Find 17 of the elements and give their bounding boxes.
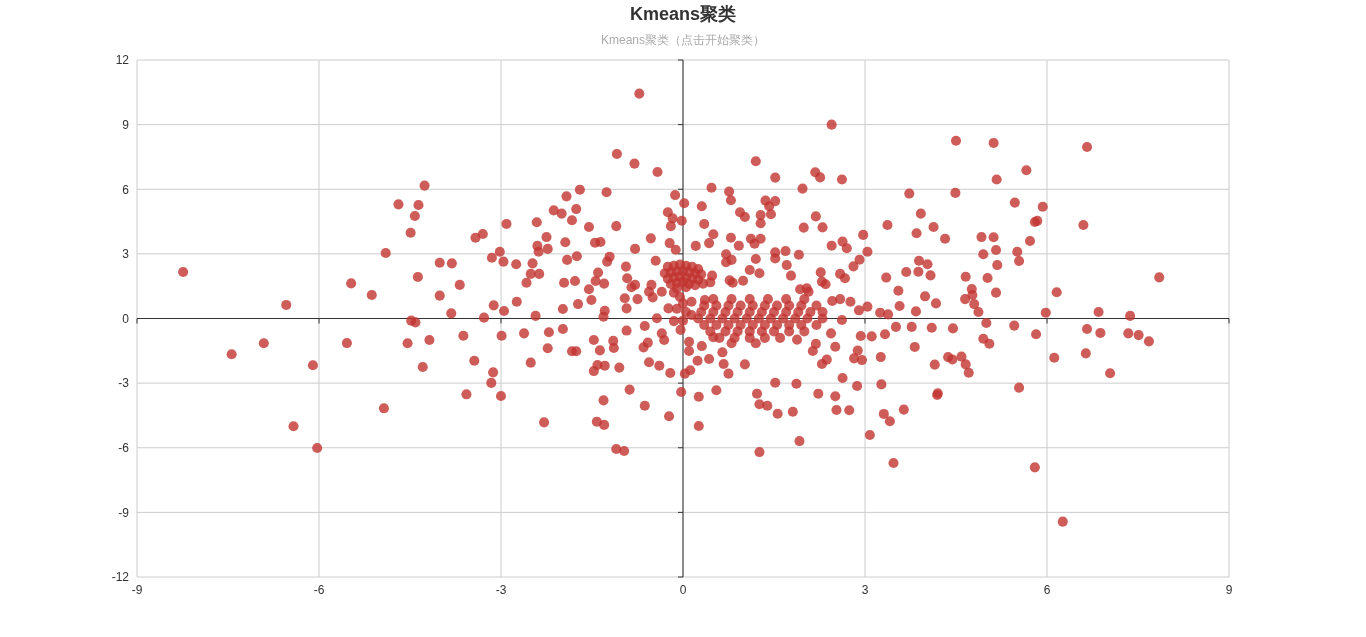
y-tick-label: -3 [118, 376, 130, 391]
y-tick-label: -9 [118, 505, 130, 520]
y-tick-label: 6 [122, 182, 130, 197]
chart-title: Kmeans聚类 [629, 3, 737, 26]
y-tick-label: -6 [118, 441, 130, 456]
y-tick-label: -12 [111, 570, 130, 585]
y-tick-label: 3 [122, 247, 130, 262]
y-tick-label: 0 [122, 311, 130, 326]
x-tick-label: -3 [495, 582, 507, 597]
x-tick-label: 9 [1225, 582, 1233, 597]
y-tick-label: 12 [115, 53, 130, 68]
x-tick-label: -6 [313, 582, 325, 597]
y-tick-label: 9 [122, 117, 130, 132]
chart-subtitle: Kmeans聚类（点击开始聚类） [600, 32, 766, 48]
x-tick-label: 6 [1043, 582, 1051, 597]
x-tick-label: 3 [861, 582, 869, 597]
x-tick-label: 0 [679, 582, 687, 597]
